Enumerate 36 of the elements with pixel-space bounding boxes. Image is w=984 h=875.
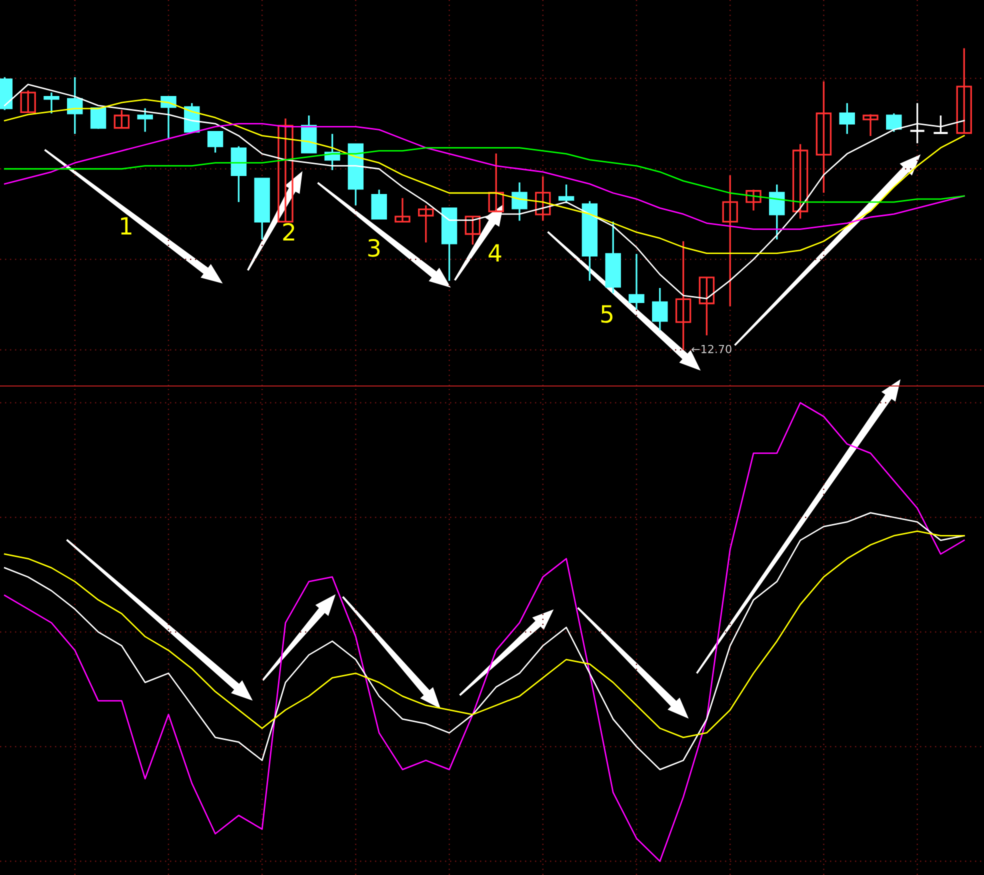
candlestick: [20, 90, 36, 114]
annotation: 3: [368, 238, 380, 257]
candlestick: [137, 107, 153, 133]
candlestick: [769, 184, 785, 240]
candlestick: [418, 204, 434, 244]
annotation: 1: [121, 217, 132, 235]
candlestick: [746, 188, 762, 212]
annotation: 2: [283, 222, 294, 241]
candlestick: [628, 253, 644, 310]
candlestick: [886, 112, 902, 133]
annotation: 4: [488, 244, 502, 262]
candlestick: [371, 188, 387, 220]
candlestick: [956, 47, 972, 134]
candlestick: [114, 109, 130, 129]
candlestick: [488, 152, 504, 212]
candlestick: [792, 143, 808, 220]
candlestick: [207, 130, 224, 154]
candlestick: [839, 102, 855, 135]
candlestick: [909, 102, 926, 144]
candlestick: [464, 216, 481, 246]
candlestick: [862, 113, 878, 137]
candlestick: [675, 240, 692, 351]
annotation: 5: [601, 305, 612, 323]
candlestick: [698, 276, 715, 336]
candlestick: [160, 96, 176, 140]
candlestick: [44, 92, 60, 114]
candlestick: [394, 197, 410, 222]
annotation: ←12.70: [692, 344, 732, 354]
candlestick: [652, 287, 668, 332]
candlestick: [535, 176, 551, 222]
candlestick: [278, 118, 294, 222]
candlestick: [558, 184, 574, 204]
candlestick: [932, 114, 949, 135]
candlestick: [512, 182, 528, 222]
candlestick: [816, 80, 832, 194]
candlestick: [90, 107, 106, 130]
